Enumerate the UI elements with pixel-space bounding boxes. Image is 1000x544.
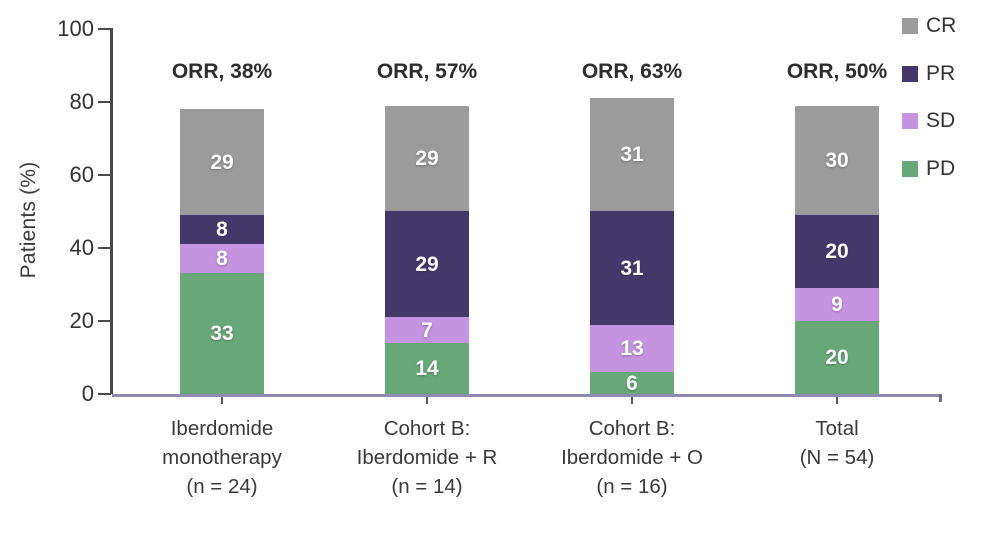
bar-segment-sd: 7 [385,317,469,343]
y-tick-label: 60 [69,161,94,187]
orr-annotation: ORR, 38% [171,60,273,83]
legend-item-sd: SD [902,109,955,133]
x-tick-mark [835,397,839,404]
y-tick-label: 0 [81,381,94,406]
orr-annotation: ORR, 50% [786,60,888,83]
segment-value-label: 33 [210,322,234,346]
bar-segment-cr: 29 [180,109,264,216]
stacked-bar: 33 8 8 29 [180,109,264,394]
y-tick-mark [98,392,111,396]
y-tick-mark [98,319,111,323]
legend-item-pd: PD [902,157,955,181]
bar-segment-cr: 30 [795,105,879,216]
y-tick-label: 80 [69,88,94,114]
x-tick-mark [220,397,224,404]
orr-annotation: ORR, 63% [581,60,683,83]
legend-item-cr: CR [902,14,956,38]
x-tick-mark [425,397,429,404]
segment-value-label: 31 [620,143,644,167]
segment-value-label: 9 [831,293,843,317]
x-category-label-line: Cohort B: [383,417,471,440]
x-category-label-line: (n = 14) [391,475,463,498]
y-tick-mark [98,27,111,31]
x-category-label: Cohort B: Iberdomide + O (n = 16) [512,414,752,501]
legend-swatch-pd [902,161,918,178]
segment-value-label: 8 [216,218,228,242]
x-axis-baseline [112,394,942,397]
segment-value-label: 8 [216,247,228,271]
bar-segment-sd: 9 [795,288,879,321]
x-category-label-line: Iberdomide [170,417,274,440]
x-category-label-line: Iberdomide + O [561,446,703,469]
segment-value-label: 20 [825,240,849,264]
x-category-label: Cohort B: Iberdomide + R (n = 14) [307,414,547,501]
bar-segment-pr: 20 [795,215,879,289]
segment-value-label: 7 [421,318,433,342]
legend-swatch-cr [902,18,918,34]
legend-label: CR [926,14,957,37]
segment-value-label: 13 [620,336,644,360]
bar-segment-pr: 8 [180,215,264,245]
y-tick-mark [98,100,111,104]
x-category-label-line: Total [815,417,859,440]
segment-value-label: 31 [620,256,644,280]
bar-segment-pr: 31 [590,211,674,325]
segment-value-label: 14 [415,356,439,380]
bar-segment-cr: 31 [590,98,674,212]
x-category-label-line: (N = 54) [799,446,875,469]
legend-swatch-pr [902,65,918,82]
y-axis-line [110,28,113,394]
bar-segment-sd: 13 [590,324,674,373]
bar-segment-pr: 29 [385,211,469,318]
x-category-label-line: Cohort B: [588,417,676,440]
bar-segment-cr: 29 [385,105,469,212]
y-tick-label: 100 [57,15,94,41]
x-category-label: Total (N = 54) [717,414,957,472]
x-category-label-line: (n = 16) [596,475,668,498]
y-tick-label: 40 [69,234,94,260]
bar-segment-pd: 14 [385,342,469,394]
y-tick-label: 20 [69,307,94,333]
x-category-label-line: (n = 24) [186,475,258,498]
legend-label: PR [926,61,956,85]
legend-label: PD [926,157,956,181]
stacked-bar: 6 13 31 31 [590,98,674,394]
x-axis-end-tick [939,394,942,402]
legend-swatch-sd [902,113,918,130]
segment-value-label: 20 [825,345,849,369]
x-category-label-line: monotherapy [162,446,282,469]
y-tick-mark [98,173,111,177]
legend-item-pr: PR [902,62,955,86]
y-tick-mark [98,246,111,250]
segment-value-label: 29 [415,146,439,170]
segment-value-label: 6 [626,371,638,395]
bar-segment-pd: 6 [590,372,674,394]
bar-segment-sd: 8 [180,244,264,274]
bar-segment-pd: 33 [180,273,264,394]
x-category-label-line: Iberdomide + R [356,446,498,469]
segment-value-label: 30 [825,148,849,172]
bar-segment-pd: 20 [795,320,879,394]
segment-value-label: 29 [415,252,439,276]
y-axis-title: Patients (%) [17,161,40,279]
stacked-bar: 14 7 29 29 [385,105,469,394]
legend-label: SD [926,109,956,133]
x-category-label: Iberdomide monotherapy (n = 24) [102,414,342,501]
segment-value-label: 29 [210,150,234,174]
x-tick-mark [630,397,634,404]
stacked-bar: 20 9 20 30 [795,105,879,394]
orr-annotation: ORR, 57% [376,60,478,83]
